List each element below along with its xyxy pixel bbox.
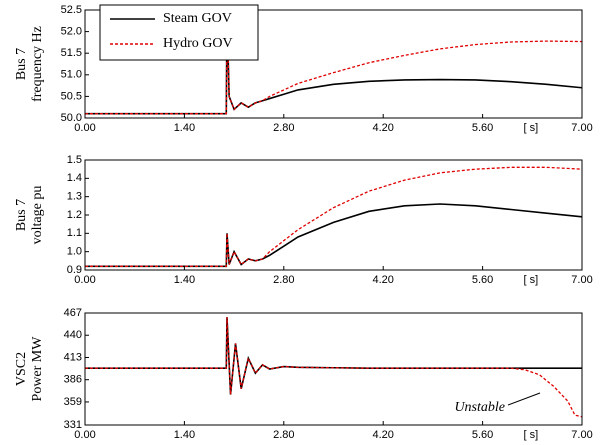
x-tick-label: 0.00 [74,274,95,286]
y-tick-label: 1.4 [67,172,82,184]
x-tick-label: 7.00 [571,122,592,134]
y-axis-label: Power MW [30,336,45,402]
y-tick-label: 467 [64,307,82,319]
y-tick-label: 331 [64,419,82,431]
y-tick-label: 51.5 [61,47,82,59]
y-tick-label: 1.2 [67,209,82,221]
x-unit: [ s] [523,274,538,286]
y-axis-label: frequency Hz [30,26,45,102]
x-tick-label: 5.60 [472,122,493,134]
legend-label: Steam GOV [163,11,232,26]
y-axis-label: Bus 7 [14,199,29,231]
series-line [85,9,583,115]
y-tick-label: 50.5 [61,90,82,102]
x-tick-label: 1.40 [174,274,195,286]
x-tick-label: 1.40 [174,122,195,134]
plot-frame [84,159,583,271]
x-tick-label: 2.80 [273,122,294,134]
y-tick-label: 440 [64,329,82,341]
x-tick-label: 4.20 [372,429,393,441]
series-line [85,166,583,267]
y-axis-label: voltage pu [30,186,45,245]
annotation: Unstable [454,400,505,415]
series-line [85,9,583,115]
x-unit: [ s] [523,122,538,134]
y-axis-label: VSC2 [14,352,29,386]
x-tick-label: 7.00 [571,429,592,441]
y-tick-label: 413 [64,351,82,363]
x-tick-label: 4.20 [372,274,393,286]
series-line [85,317,583,418]
x-tick-label: 5.60 [472,274,493,286]
x-tick-label: 2.80 [273,274,294,286]
x-tick-label: 1.40 [174,429,195,441]
annotation-pointer [507,392,541,406]
series-line [85,203,583,268]
series-line [85,317,582,395]
y-axis-label: Bus 7 [14,48,29,80]
x-tick-label: 4.20 [372,122,393,134]
x-tick-label: 5.60 [472,429,493,441]
x-unit: [ s] [523,429,538,441]
y-tick-label: 51.0 [61,69,82,81]
y-tick-label: 1.0 [67,246,82,258]
y-tick-label: 1.1 [67,227,82,239]
plot-frame [84,312,583,426]
legend-box [99,4,259,61]
x-tick-label: 7.00 [571,274,592,286]
y-tick-label: 0.9 [67,264,82,276]
y-tick-label: 52.0 [61,26,82,38]
y-tick-label: 386 [64,374,82,386]
y-tick-label: 1.5 [67,154,82,166]
y-tick-label: 359 [64,396,82,408]
plot-frame [84,9,583,119]
y-tick-label: 1.3 [67,191,82,203]
x-tick-label: 0.00 [74,122,95,134]
y-tick-label: 50.0 [61,112,82,124]
legend-label: Hydro GOV [163,36,233,51]
x-tick-label: 0.00 [74,429,95,441]
y-tick-label: 52.5 [61,4,82,16]
x-tick-label: 2.80 [273,429,294,441]
